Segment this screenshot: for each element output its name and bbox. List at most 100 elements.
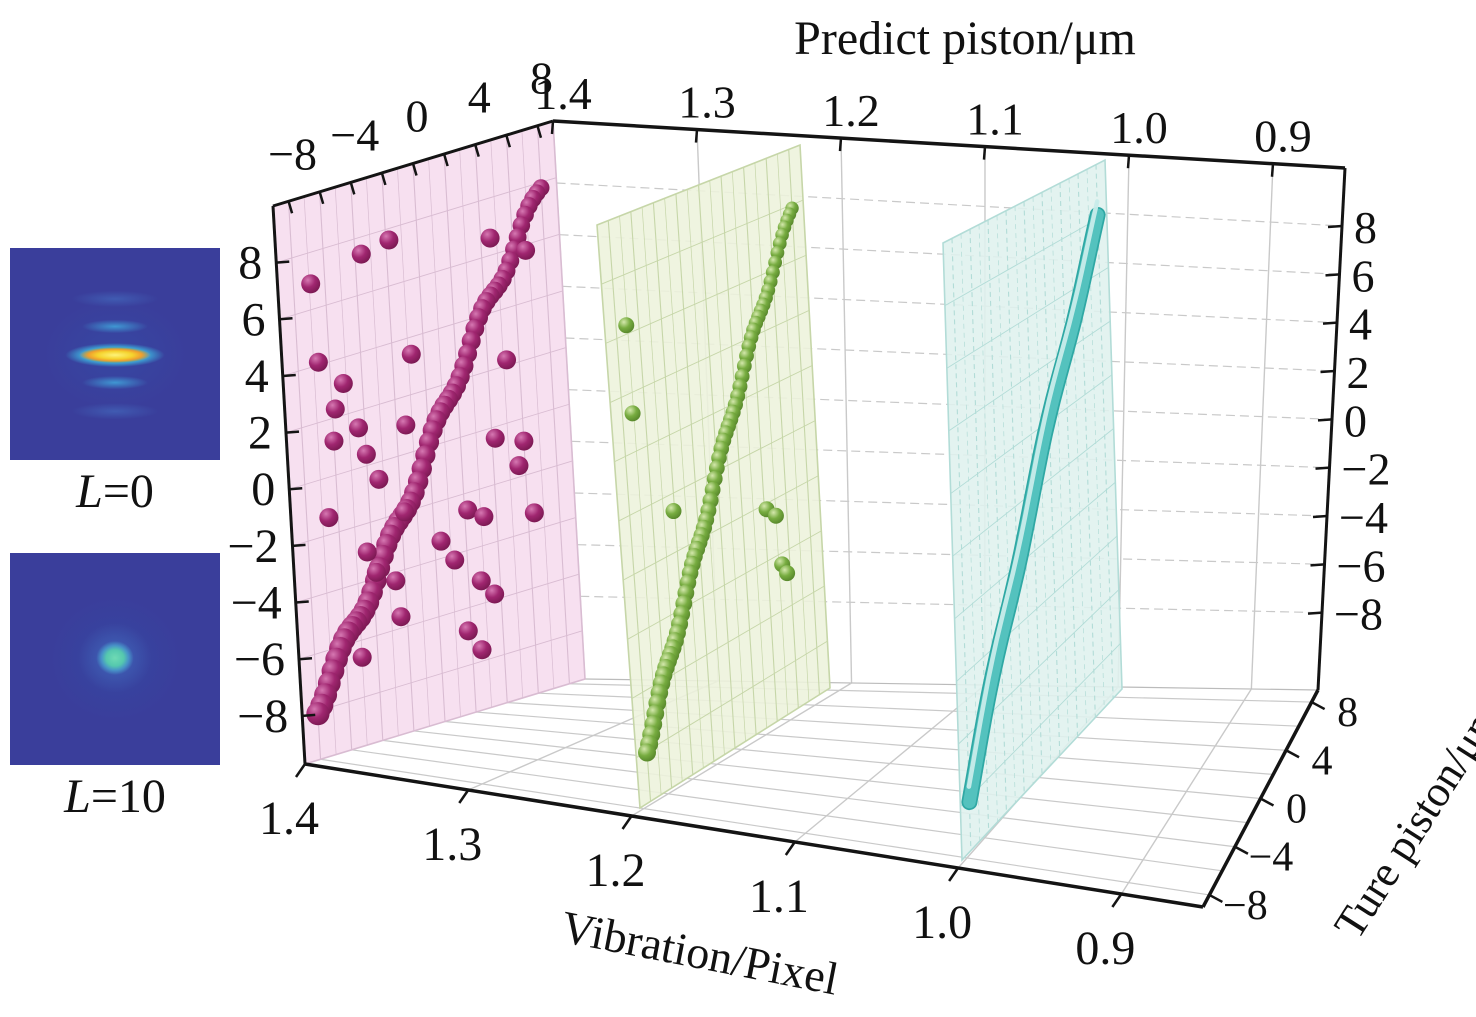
- outlier-sphere: [357, 445, 376, 464]
- vibration-top-tick: [984, 147, 985, 160]
- outlier-sphere: [474, 507, 493, 526]
- vibration-bottom-tick-label: 1.2: [586, 844, 646, 897]
- true-left-tick-label: −8: [237, 690, 288, 743]
- outlier-sphere: [485, 585, 504, 604]
- outlier-sphere: [516, 241, 535, 260]
- floor-gridline-piston: [445, 722, 1261, 799]
- outlier-sphere: [509, 456, 528, 475]
- ture-depth-tick-label: −4: [1249, 835, 1294, 881]
- data-plane-vibration-1.2: [597, 145, 830, 808]
- outlier-sphere: [473, 640, 492, 659]
- ture-depth-tick: [1261, 799, 1274, 806]
- predict-axis-tick-label: 4: [468, 72, 491, 123]
- floor-gridline-piston: [414, 731, 1248, 823]
- inset-label-L0-var: L: [76, 465, 103, 518]
- outlier-sphere: [379, 230, 398, 249]
- vibration-bottom-tick-label: 1.3: [422, 818, 482, 871]
- ture-depth-tick: [1312, 702, 1325, 709]
- wall-gridline-vertical: [1251, 164, 1273, 689]
- true-right-tick: [1311, 564, 1325, 565]
- true-right-tick: [1313, 516, 1327, 517]
- inset-label-L0: L=0: [10, 468, 220, 516]
- outlier-sphere: [618, 317, 634, 333]
- true-right-tick-label: −8: [1334, 589, 1383, 640]
- true-right-tick-label: 6: [1352, 250, 1375, 301]
- vibration-top-tick-label: 1.3: [678, 77, 736, 128]
- outlier-sphere: [625, 405, 641, 421]
- predict-axis-tick-label: −8: [268, 128, 317, 179]
- outlier-sphere: [486, 429, 505, 448]
- true-right-tick: [1328, 226, 1342, 227]
- true-left-tick-label: 0: [251, 463, 275, 516]
- true-left-tick-label: −4: [231, 577, 282, 630]
- ture-depth-tick-label: −8: [1223, 883, 1268, 929]
- vibration-top-tick-label: 1.2: [822, 85, 880, 136]
- inset-label-L10-var: L: [64, 770, 91, 823]
- psf-inset-L0: L=0: [10, 248, 220, 516]
- outlier-sphere: [324, 432, 343, 451]
- true-right-tick-label: 4: [1349, 299, 1372, 350]
- vibration-bottom-tick: [459, 790, 468, 803]
- floor-gridline-piston: [476, 712, 1273, 774]
- true-left-tick: [283, 375, 296, 376]
- outlier-sphere: [301, 274, 320, 293]
- true-left-tick: [292, 545, 305, 546]
- true-left-tick-label: 6: [241, 293, 265, 346]
- vibration-top-tick: [552, 121, 553, 134]
- true-right-tick-label: 0: [1344, 395, 1367, 446]
- true-right-tick-label: 8: [1354, 202, 1377, 253]
- outlier-sphere: [358, 543, 377, 562]
- true-right-tick: [1326, 274, 1340, 275]
- true-right-tick-label: −2: [1342, 444, 1391, 495]
- outlier-sphere: [396, 416, 415, 435]
- outlier-sphere: [779, 565, 795, 581]
- true-left-tick: [299, 658, 312, 659]
- outlier-sphere: [525, 503, 544, 522]
- true-right-tick: [1321, 371, 1335, 372]
- inset-label-L10: L=10: [10, 773, 220, 821]
- vibration-top-tick-label: 1.1: [966, 94, 1024, 145]
- outlier-sphere: [431, 532, 450, 551]
- true-left-tick: [286, 432, 299, 433]
- outlier-sphere: [497, 350, 516, 369]
- outlier-sphere: [768, 508, 784, 524]
- true-left-tick-label: 4: [245, 350, 269, 403]
- vibration-top-tick: [696, 130, 697, 143]
- vibration-top-tick: [840, 138, 841, 151]
- predict-axis-tick-label: 0: [406, 91, 429, 142]
- outlier-sphere: [665, 503, 681, 519]
- vibration-bottom-tick: [949, 868, 958, 881]
- outlier-sphere: [386, 571, 405, 590]
- outlier-sphere: [349, 418, 368, 437]
- true-right-tick-label: −6: [1337, 540, 1386, 591]
- outlier-sphere: [369, 470, 388, 489]
- outlier-sphere: [459, 621, 478, 640]
- ture-depth-tick: [1235, 847, 1248, 854]
- vibration-bottom-tick-label: 1.0: [912, 896, 972, 949]
- vibration-top-tick-label: 1.0: [1110, 102, 1168, 153]
- inset-label-L0-val: =0: [103, 465, 154, 518]
- vibration-top-tick: [1272, 164, 1273, 177]
- ture-depth-tick-label: 4: [1312, 738, 1333, 784]
- psf-image-L10: [10, 553, 220, 765]
- diagonal-sphere: [638, 744, 656, 762]
- outlier-sphere: [445, 551, 464, 570]
- predict-axis-title: Predict piston/μm: [794, 12, 1136, 65]
- floor-gridline-piston: [507, 703, 1286, 751]
- diagonal-sphere: [306, 702, 329, 725]
- vibration-top-tick: [1128, 155, 1129, 168]
- true-right-tick: [1308, 613, 1322, 614]
- outlier-sphere: [352, 245, 371, 264]
- outlier-sphere: [367, 563, 386, 582]
- ture-depth-tick-label: 8: [1337, 690, 1358, 736]
- vibration-top-tick-label: 1.4: [534, 68, 592, 119]
- true-left-tick: [276, 262, 289, 263]
- true-left-tick-label: −2: [227, 520, 278, 573]
- true-left-tick: [296, 602, 309, 603]
- outlier-sphere: [402, 345, 421, 364]
- vibration-top-tick-label: 0.9: [1254, 111, 1312, 162]
- true-left-tick: [289, 488, 302, 489]
